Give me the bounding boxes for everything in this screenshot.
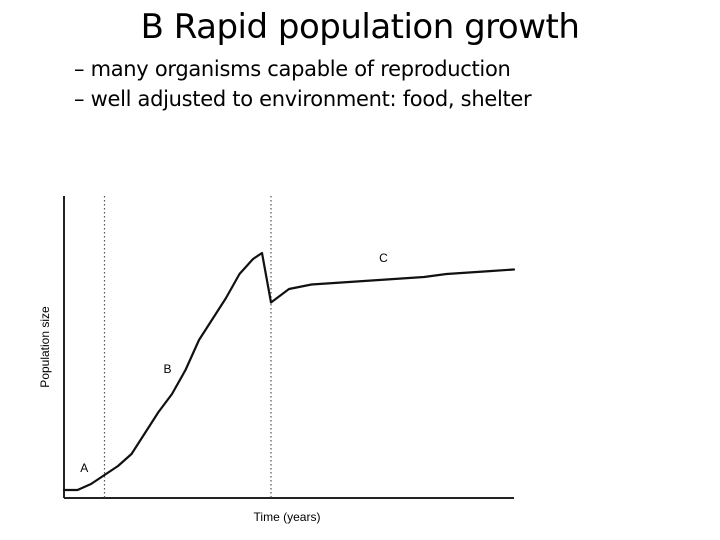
- data-point: [288, 288, 290, 290]
- data-point: [90, 483, 92, 485]
- data-point: [310, 283, 313, 286]
- data-point: [423, 276, 425, 278]
- data-point: [355, 280, 358, 283]
- data-point: [378, 279, 380, 281]
- data-point: [238, 273, 241, 275]
- data-point: [445, 273, 448, 275]
- phase-labels: A B C: [80, 251, 388, 475]
- phase-boundaries: [103, 196, 272, 498]
- data-point: [468, 271, 470, 274]
- data-point: [144, 432, 146, 434]
- data-point: [103, 474, 106, 476]
- phase-label-c: C: [379, 251, 388, 265]
- data-point: [211, 318, 214, 320]
- bullet-list: – many organisms capable of reproduction…: [74, 54, 532, 114]
- x-axis-label: Time (years): [254, 510, 321, 524]
- data-point: [184, 369, 187, 371]
- data-point: [252, 258, 254, 260]
- population-curve: [62, 251, 516, 492]
- bullet-item: – many organisms capable of reproduction: [74, 57, 511, 81]
- data-point: [270, 301, 272, 304]
- data-point: [130, 453, 133, 455]
- slide-title: B Rapid population growth: [140, 7, 580, 47]
- phase-label-a: A: [80, 461, 88, 475]
- data-points: [63, 252, 515, 491]
- y-axis-label: Population size: [38, 306, 52, 388]
- data-point: [513, 268, 515, 271]
- data-point: [490, 270, 493, 272]
- data-point: [63, 489, 65, 491]
- data-point: [261, 252, 263, 254]
- data-point: [225, 297, 227, 299]
- data-point: [171, 393, 173, 395]
- data-point: [198, 339, 200, 341]
- data-point: [76, 489, 79, 491]
- data-point: [157, 411, 160, 413]
- data-point: [333, 282, 335, 284]
- data-point: [400, 277, 403, 280]
- data-point: [117, 465, 119, 467]
- bullet-item: – well adjusted to environment: food, sh…: [74, 87, 532, 111]
- phase-label-b: B: [163, 362, 171, 376]
